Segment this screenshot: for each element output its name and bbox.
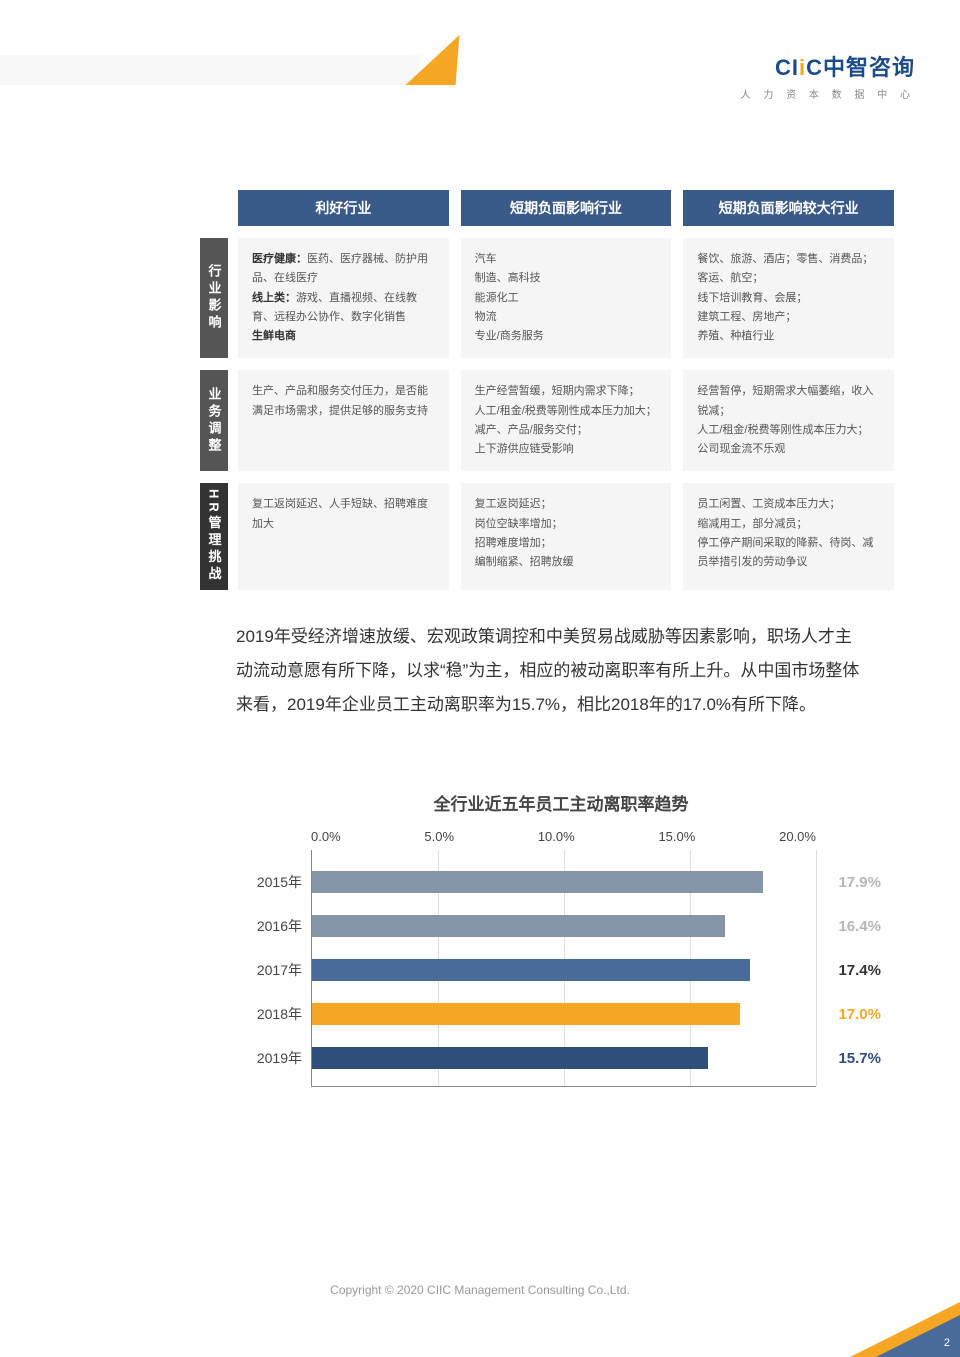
matrix-cell: 医疗健康：医药、医疗器械、防护用品、在线医疗线上类：游戏、直播视频、在线教育、远… — [238, 238, 449, 358]
matrix-cell-line: 生产、产品和服务交付压力，是否能满足市场需求，提供足够的服务支持 — [252, 382, 435, 421]
bar-row: 2017年17.4% — [312, 948, 816, 992]
matrix-row-label: 业务调整 — [200, 370, 228, 471]
matrix-row-label: HR管理挑战 — [200, 483, 228, 590]
header-band — [0, 55, 420, 85]
matrix-cell-line: 汽车 — [475, 250, 658, 269]
bar-row: 2015年17.9% — [312, 860, 816, 904]
logo-pre: CI — [775, 55, 799, 80]
bar-value-label: 17.9% — [826, 874, 881, 891]
matrix-row: HR管理挑战复工返岗延迟、人手短缺、招聘难度加大复工返岗延迟；岗位空缺率增加；招… — [200, 483, 894, 590]
logo-main: CIiC中智咨询 — [741, 50, 915, 82]
matrix-cell-line: 生产经营暂缓，短期内需求下降； — [475, 382, 658, 401]
footer-copyright: Copyright © 2020 CIIC Management Consult… — [0, 1283, 960, 1297]
matrix-row: 行业影响医疗健康：医药、医疗器械、防护用品、在线医疗线上类：游戏、直播视频、在线… — [200, 238, 894, 358]
matrix-cell-line: 餐饮、旅游、酒店；零售、消费品； — [697, 250, 880, 269]
bar — [312, 1003, 740, 1025]
grid-line — [816, 850, 817, 1086]
matrix-cell-line: 医疗健康：医药、医疗器械、防护用品、在线医疗 — [252, 250, 435, 289]
matrix-cell-line: 招聘难度增加； — [475, 534, 658, 553]
bar — [312, 959, 750, 981]
x-tick-label: 5.0% — [424, 829, 454, 844]
bar-y-label: 2019年 — [237, 1048, 302, 1068]
matrix-cell: 复工返岗延迟、人手短缺、招聘难度加大 — [238, 483, 449, 590]
matrix-cell-line: 停工停产期间采取的降薪、待岗、减员举措引发的劳动争议 — [697, 534, 880, 573]
matrix-cell-line: 物流 — [475, 308, 658, 327]
bar-y-label: 2016年 — [237, 916, 302, 936]
matrix-cell-line: 经营暂停，短期需求大幅萎缩，收入锐减； — [697, 382, 880, 421]
bar-value-label: 17.4% — [826, 962, 881, 979]
x-tick-label: 0.0% — [311, 829, 341, 844]
bar-value-label: 17.0% — [826, 1006, 881, 1023]
matrix-cell: 生产经营暂缓，短期内需求下降；人工/租金/税费等刚性成本压力加大；减产、产品/服… — [461, 370, 672, 471]
matrix-cell-line: 能源化工 — [475, 289, 658, 308]
matrix-cell-line: 员工闲置、工资成本压力大； — [697, 495, 880, 514]
bar-y-label: 2017年 — [237, 960, 302, 980]
matrix-header-cell: 短期负面影响较大行业 — [683, 190, 894, 226]
matrix-cell-line: 线下培训教育、会展； — [697, 289, 880, 308]
matrix-cell-line: 复工返岗延迟； — [475, 495, 658, 514]
footer-corner-accent-2 — [876, 1315, 960, 1357]
chart-title: 全行业近五年员工主动离职率趋势 — [236, 790, 886, 815]
matrix-cell-line: 缩减用工，部分减员； — [697, 515, 880, 534]
matrix-cell: 员工闲置、工资成本压力大；缩减用工，部分减员；停工停产期间采取的降薪、待岗、减员… — [683, 483, 894, 590]
bar-y-label: 2015年 — [237, 872, 302, 892]
bar-y-label: 2018年 — [237, 1004, 302, 1024]
logo: CIiC中智咨询 人 力 资 本 数 据 中 心 — [741, 50, 915, 101]
bar — [312, 1047, 708, 1069]
bar — [312, 915, 725, 937]
logo-subtitle: 人 力 资 本 数 据 中 心 — [741, 86, 915, 101]
bar-row: 2016年16.4% — [312, 904, 816, 948]
matrix-header-cell: 短期负面影响行业 — [461, 190, 672, 226]
matrix-cell-line: 线上类：游戏、直播视频、在线教育、远程办公协作、数字化销售 — [252, 289, 435, 328]
matrix-cell-line: 人工/租金/税费等刚性成本压力加大； — [475, 402, 658, 421]
logo-cn: 中智咨询 — [823, 55, 915, 80]
matrix-cell-line: 岗位空缺率增加； — [475, 515, 658, 534]
bar-row: 2018年17.0% — [312, 992, 816, 1036]
matrix-row: 业务调整生产、产品和服务交付压力，是否能满足市场需求，提供足够的服务支持生产经营… — [200, 370, 894, 471]
matrix-cell-line: 复工返岗延迟、人手短缺、招聘难度加大 — [252, 495, 435, 534]
bar-row: 2019年15.7% — [312, 1036, 816, 1080]
x-tick-label: 10.0% — [538, 829, 575, 844]
bar-value-label: 15.7% — [826, 1050, 881, 1067]
matrix-cell: 餐饮、旅游、酒店；零售、消费品；客运、航空；线下培训教育、会展；建筑工程、房地产… — [683, 238, 894, 358]
matrix-cell-line: 上下游供应链受影响 — [475, 440, 658, 459]
matrix-cell-line: 客运、航空； — [697, 269, 880, 288]
matrix-cell-line: 建筑工程、房地产； — [697, 308, 880, 327]
logo-post: C — [806, 55, 823, 80]
chart-plot: 2015年17.9%2016年16.4%2017年17.4%2018年17.0%… — [311, 850, 816, 1087]
x-tick-label: 15.0% — [658, 829, 695, 844]
matrix-cell: 经营暂停，短期需求大幅萎缩，收入锐减；人工/租金/税费等刚性成本压力大；公司现金… — [683, 370, 894, 471]
bar-value-label: 16.4% — [826, 918, 881, 935]
matrix-cell-line: 人工/租金/税费等刚性成本压力大； — [697, 421, 880, 440]
x-axis-labels: 0.0% 5.0% 10.0% 15.0% 20.0% — [311, 829, 816, 844]
matrix-cell-line: 专业/商务服务 — [475, 327, 658, 346]
matrix-cell-line: 养殖、种植行业 — [697, 327, 880, 346]
page-number: 2 — [944, 1337, 950, 1349]
matrix-cell: 复工返岗延迟；岗位空缺率增加；招聘难度增加；编制缩紧、招聘放缓 — [461, 483, 672, 590]
matrix-header-cell: 利好行业 — [238, 190, 449, 226]
turnover-chart: 全行业近五年员工主动离职率趋势 0.0%5.0%10.0%15.0%20.0% … — [236, 790, 886, 1087]
x-tick-label: 20.0% — [779, 829, 816, 844]
industry-impact-matrix: 利好行业短期负面影响行业短期负面影响较大行业 行业影响医疗健康：医药、医疗器械、… — [200, 190, 894, 590]
matrix-cell: 汽车制造、高科技能源化工物流专业/商务服务 — [461, 238, 672, 358]
bar — [312, 871, 763, 893]
matrix-cell-line: 生鲜电商 — [252, 327, 435, 346]
matrix-header-row: 利好行业短期负面影响行业短期负面影响较大行业 — [238, 190, 894, 226]
matrix-cell-line: 编制缩紧、招聘放缓 — [475, 553, 658, 572]
body-paragraph: 2019年受经济增速放缓、宏观政策调控和中美贸易战威胁等因素影响，职场人才主动流… — [236, 620, 866, 722]
matrix-cell: 生产、产品和服务交付压力，是否能满足市场需求，提供足够的服务支持 — [238, 370, 449, 471]
matrix-cell-line: 公司现金流不乐观 — [697, 440, 880, 459]
chart-area: 0.0%5.0%10.0%15.0%20.0% 2015年17.9%2016年1… — [236, 829, 886, 1087]
matrix-cell-line: 减产、产品/服务交付； — [475, 421, 658, 440]
matrix-row-label: 行业影响 — [200, 238, 228, 358]
matrix-cell-line: 制造、高科技 — [475, 269, 658, 288]
